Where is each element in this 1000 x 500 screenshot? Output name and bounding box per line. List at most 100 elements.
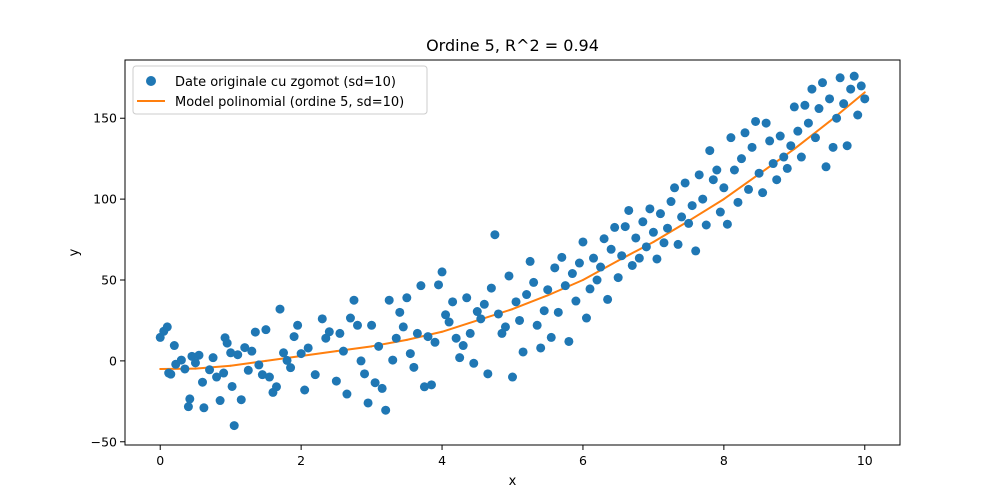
data-point	[849, 71, 859, 81]
data-point	[293, 320, 303, 330]
data-point	[599, 234, 609, 244]
data-point	[423, 332, 433, 342]
data-point	[659, 238, 669, 248]
data-point	[504, 271, 514, 281]
data-point	[641, 242, 651, 252]
data-point	[469, 358, 479, 368]
data-point	[345, 313, 355, 323]
data-point	[705, 146, 715, 156]
data-point	[226, 348, 236, 358]
data-point	[645, 204, 655, 214]
x-axis: 0 2 4 6 8 10	[156, 445, 873, 468]
data-point	[511, 297, 521, 307]
model-line-segment	[511, 294, 549, 311]
data-point	[483, 369, 493, 379]
data-point	[451, 333, 461, 343]
data-point	[240, 343, 250, 353]
data-point	[631, 233, 641, 243]
data-point	[381, 405, 391, 415]
data-point	[832, 113, 842, 123]
data-point	[296, 349, 306, 359]
data-point	[585, 284, 595, 294]
data-point	[342, 389, 352, 399]
data-point	[800, 100, 810, 110]
data-point	[367, 320, 377, 330]
data-point	[571, 296, 581, 306]
y-tick-label: −50	[91, 434, 117, 449]
data-point	[458, 341, 468, 351]
data-points-layer	[155, 71, 870, 431]
data-point	[335, 328, 345, 338]
data-point	[539, 306, 549, 316]
data-point	[786, 141, 796, 151]
data-point	[377, 383, 387, 393]
data-point	[518, 347, 528, 357]
data-point	[536, 343, 546, 353]
data-point	[271, 382, 281, 392]
data-point	[687, 201, 697, 211]
data-point	[430, 337, 440, 347]
data-point	[620, 222, 630, 232]
data-point	[525, 256, 535, 266]
data-point	[617, 251, 627, 261]
model-line-segment	[687, 198, 725, 222]
data-point	[860, 94, 870, 104]
data-point	[279, 348, 289, 358]
data-point	[670, 183, 680, 193]
data-point	[434, 280, 444, 290]
data-point	[409, 362, 419, 372]
data-point	[426, 380, 436, 390]
data-point	[655, 209, 665, 219]
data-point	[818, 78, 827, 88]
data-point	[564, 336, 574, 346]
data-point	[532, 320, 542, 330]
x-tick-label: 6	[579, 453, 587, 468]
data-point	[663, 223, 672, 233]
data-point	[198, 377, 207, 387]
data-point	[772, 175, 782, 185]
data-point	[747, 142, 757, 152]
data-point	[821, 162, 831, 172]
legend-label-scatter: Date originale cu zgomot (sd=10)	[175, 75, 396, 90]
data-point	[733, 197, 743, 207]
data-point	[180, 364, 190, 374]
data-point	[448, 297, 458, 307]
data-point	[796, 152, 806, 162]
data-point	[835, 73, 845, 83]
data-point	[236, 395, 246, 405]
data-point	[560, 281, 570, 291]
data-point	[691, 246, 701, 256]
x-tick-label: 4	[438, 453, 446, 468]
x-tick-label: 8	[720, 453, 728, 468]
data-point	[680, 178, 690, 188]
legend: Date originale cu zgomot (sd=10) Model p…	[132, 65, 428, 115]
data-point	[574, 258, 584, 268]
model-line-segment	[300, 350, 338, 358]
data-point	[740, 128, 750, 138]
data-point	[638, 217, 648, 227]
y-axis: −50 0 50 100 150	[91, 111, 125, 449]
data-point	[825, 94, 835, 104]
data-point	[219, 368, 229, 378]
data-point	[183, 402, 193, 412]
data-point	[729, 165, 739, 175]
data-point	[810, 133, 820, 143]
data-point	[412, 328, 422, 338]
data-point	[374, 341, 384, 351]
data-point	[208, 353, 218, 363]
data-point	[751, 116, 761, 126]
data-point	[557, 252, 567, 262]
data-point	[722, 219, 732, 229]
data-point	[627, 260, 637, 270]
data-point	[455, 353, 465, 363]
data-point	[543, 285, 553, 295]
data-point	[282, 355, 292, 365]
data-point	[803, 118, 813, 128]
data-point	[592, 275, 602, 285]
data-point	[275, 304, 285, 314]
data-point	[419, 382, 429, 392]
data-point	[462, 293, 472, 303]
y-axis-label: y	[67, 248, 82, 256]
data-point	[677, 212, 687, 222]
